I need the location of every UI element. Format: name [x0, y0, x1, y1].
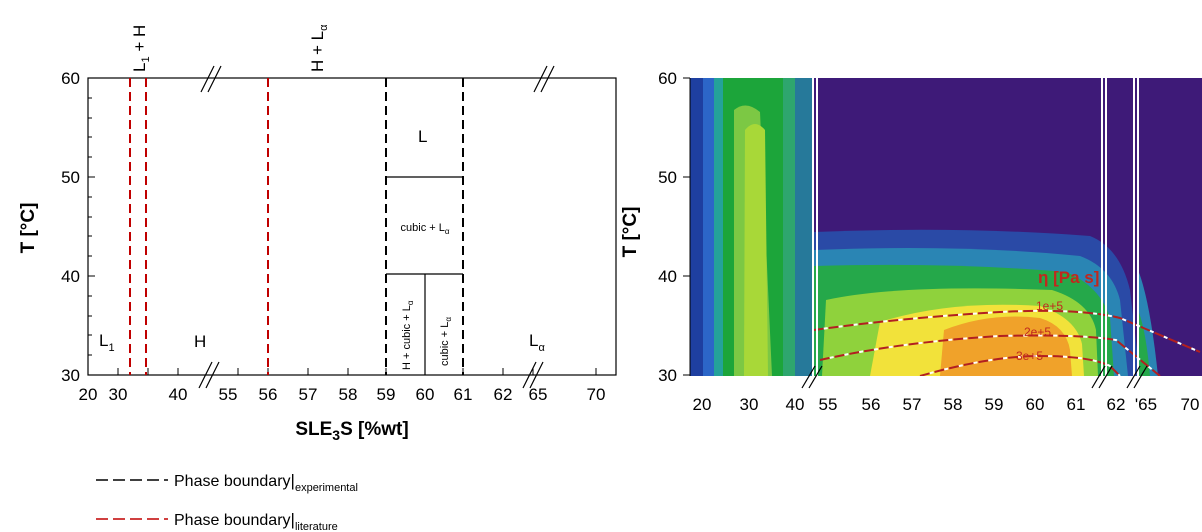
left-x-tick-56: 56 [259, 385, 278, 404]
left-x-tick-20: 20 [79, 385, 98, 404]
eta-label: η [Pa s] [1038, 268, 1099, 287]
right-x-tick-56: 56 [862, 395, 881, 414]
right-x-tick-58: 58 [944, 395, 963, 414]
right-x-tick-55: 55 [819, 395, 838, 414]
left-x-tick-55: 55 [219, 385, 238, 404]
segment-separators [812, 78, 1139, 376]
region-top-L1-H: L1 + H [130, 25, 152, 72]
left-x-tick-65: 65 [529, 385, 548, 404]
left-phase-diagram: 60 50 40 30 20 30 40 55 56 57 58 59 60 6… [18, 24, 617, 443]
region-cubic-La-2: cubic + Lα [439, 317, 453, 366]
left-x-tick-62: 62 [494, 385, 513, 404]
experimental-boundaries [385, 78, 464, 375]
region-La: Lα [529, 331, 545, 354]
left-y-tick-50: 50 [61, 168, 80, 187]
left-y-tick-30: 30 [61, 366, 80, 385]
region-H: H [194, 332, 206, 351]
left-axis-break-marks [198, 65, 555, 389]
legend: Phase boundary|experimental Phase bounda… [96, 471, 358, 532]
right-x-tick-40: 40 [786, 395, 805, 414]
right-x-tick-30: 30 [740, 395, 759, 414]
left-plot-frame [87, 77, 617, 376]
region-cubic-La: cubic + Lα [401, 222, 450, 236]
contour-fill [690, 78, 1202, 376]
region-H-cubic-La: H + cubic + Lα [401, 300, 415, 370]
right-axis-break-marks [801, 365, 1148, 389]
contour-label-3e5: 3e+5 [1016, 349, 1043, 363]
left-x-tick-30: 30 [109, 385, 128, 404]
left-y-tick-40: 40 [61, 267, 80, 286]
right-x-tick-59: 59 [985, 395, 1004, 414]
left-y-tick-60: 60 [61, 69, 80, 88]
region-L: L [418, 127, 427, 146]
right-x-tick-61: 61 [1067, 395, 1086, 414]
left-x-tick-59: 59 [377, 385, 396, 404]
right-y-tick-50: 50 [658, 168, 677, 187]
left-x-tick-60: 60 [416, 385, 435, 404]
right-y-tick-40: 40 [658, 267, 677, 286]
experimental-subdivisions [386, 176, 463, 375]
left-x-tick-57: 57 [299, 385, 318, 404]
right-contour-plot: 60 50 40 30 20 30 40 55 56 57 58 59 60 6… [620, 69, 1202, 414]
left-y-axis-title: T [°C] [18, 203, 39, 254]
right-x-tick-70: 70 [1181, 395, 1200, 414]
right-y-tick-60: 60 [658, 69, 677, 88]
contour-label-2e5: 2e+5 [1024, 325, 1051, 339]
left-x-tick-40: 40 [169, 385, 188, 404]
literature-boundaries [129, 78, 269, 375]
left-x-axis-title: SLE3S [%wt] [295, 419, 408, 443]
legend-label-literature: Phase boundary|literature [174, 510, 338, 532]
right-x-tick-65: '65 [1135, 395, 1157, 414]
region-top-H-La: H + Lα [308, 24, 330, 72]
right-y-tick-30: 30 [658, 366, 677, 385]
legend-label-experimental: Phase boundary|experimental [174, 471, 358, 494]
right-x-tick-62: 62 [1107, 395, 1126, 414]
right-x-tick-57: 57 [903, 395, 922, 414]
right-y-ticks [683, 77, 690, 376]
left-x-tick-70: 70 [587, 385, 606, 404]
right-x-tick-20: 20 [693, 395, 712, 414]
region-L1: L1 [99, 331, 115, 354]
left-y-ticks [88, 77, 95, 376]
left-x-tick-58: 58 [339, 385, 358, 404]
left-x-tick-61: 61 [454, 385, 473, 404]
right-y-axis-title: T [°C] [620, 207, 641, 258]
contour-label-1e5: 1e+5 [1036, 299, 1063, 313]
right-x-tick-60: 60 [1026, 395, 1045, 414]
contour-lines [813, 309, 1201, 376]
